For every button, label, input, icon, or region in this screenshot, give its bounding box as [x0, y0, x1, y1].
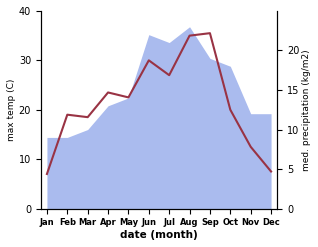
Y-axis label: med. precipitation (kg/m2): med. precipitation (kg/m2) [302, 49, 311, 171]
Y-axis label: max temp (C): max temp (C) [7, 79, 16, 141]
X-axis label: date (month): date (month) [120, 230, 198, 240]
